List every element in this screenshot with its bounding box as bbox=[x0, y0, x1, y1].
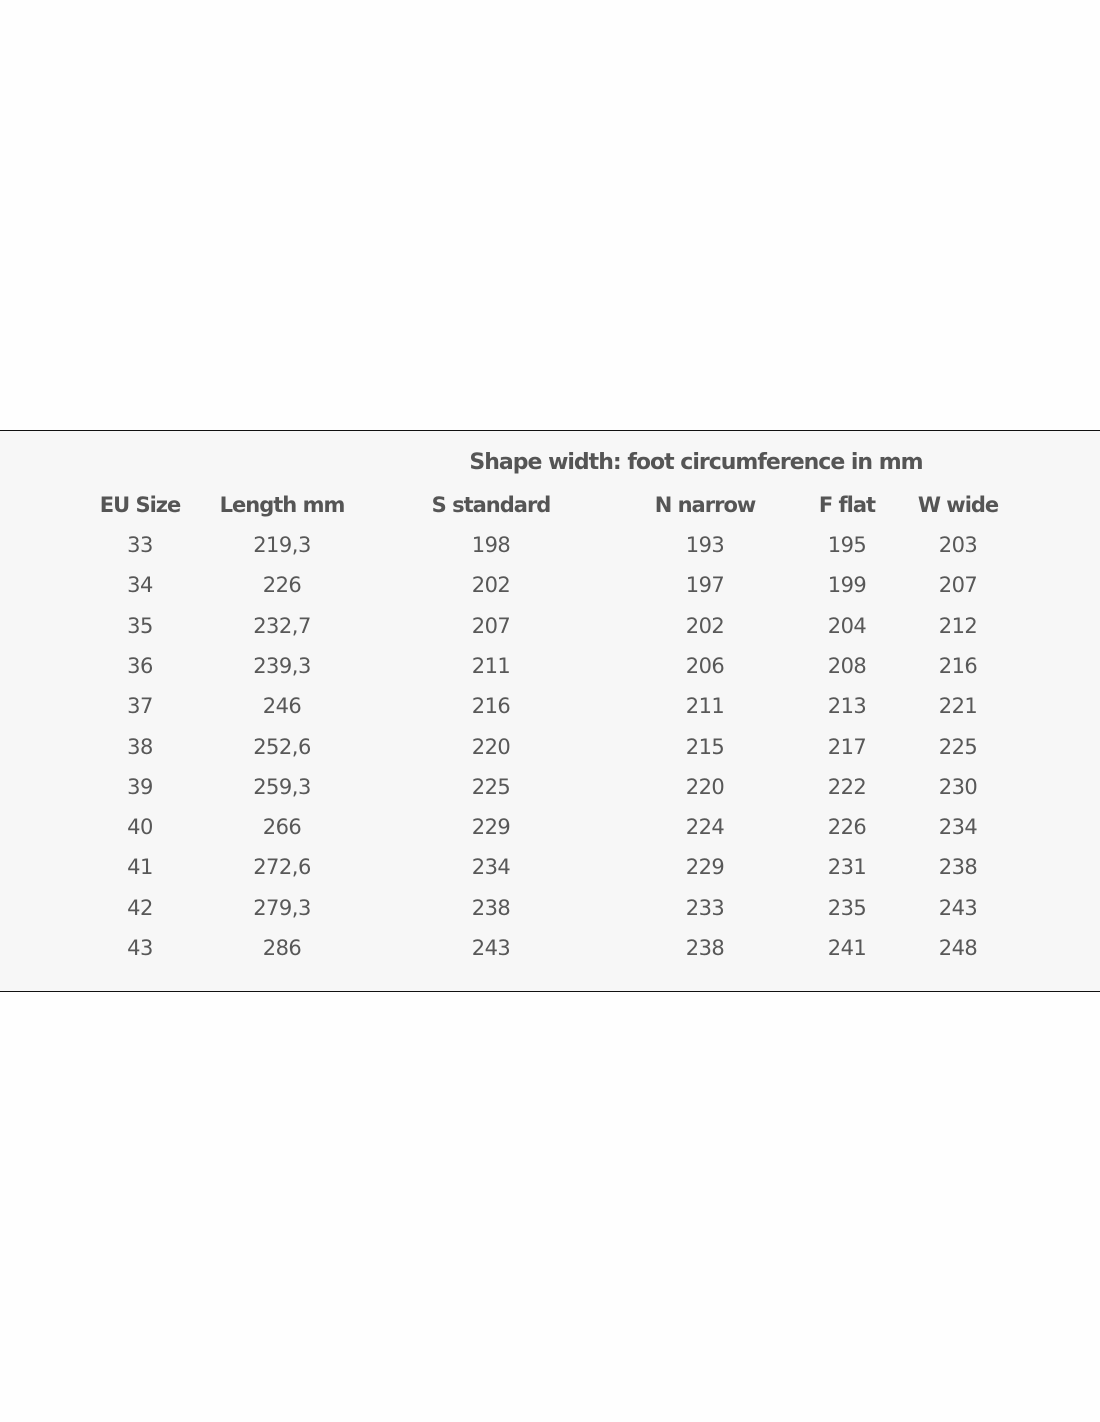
table-cell-s-standard: 225 bbox=[471, 774, 511, 799]
table-cell-f-flat: 195 bbox=[827, 533, 867, 557]
table-cell-length: 272,6 bbox=[253, 855, 311, 880]
table-cell-f-flat: 235 bbox=[827, 895, 867, 920]
table-cell-w-wide: 225 bbox=[938, 734, 978, 759]
table-cell-length: 239,3 bbox=[253, 653, 311, 678]
column-header-eu-size: EU Size bbox=[99, 493, 182, 517]
table-cell-n-narrow: 224 bbox=[685, 815, 725, 840]
group-header: Shape width: foot circumference in mm bbox=[469, 450, 923, 475]
table-cell-length: 266 bbox=[262, 815, 302, 840]
table-cell-eu-size: 38 bbox=[127, 734, 153, 759]
table-cell-length: 226 bbox=[262, 573, 302, 598]
table-cell-n-narrow: 215 bbox=[685, 734, 725, 759]
column-header-s-standard: S standard bbox=[431, 493, 552, 517]
table-cell-n-narrow: 220 bbox=[685, 774, 725, 799]
table-cell-eu-size: 35 bbox=[127, 613, 153, 638]
table-cell-s-standard: 229 bbox=[471, 815, 511, 840]
column-header-w-wide: W wide bbox=[917, 493, 999, 517]
table-cell-w-wide: 248 bbox=[938, 936, 978, 960]
table-cell-w-wide: 216 bbox=[938, 653, 978, 678]
table-cell-eu-size: 36 bbox=[127, 653, 153, 678]
table-cell-s-standard: 207 bbox=[471, 613, 511, 638]
table-cell-f-flat: 226 bbox=[827, 815, 867, 840]
table-cell-eu-size: 40 bbox=[127, 815, 153, 840]
table-cell-w-wide: 221 bbox=[938, 694, 978, 719]
table-cell-n-narrow: 238 bbox=[685, 936, 725, 960]
table-cell-w-wide: 238 bbox=[938, 855, 978, 880]
table-cell-s-standard: 216 bbox=[471, 694, 511, 719]
table-cell-f-flat: 199 bbox=[827, 573, 867, 598]
table-cell-w-wide: 203 bbox=[938, 533, 978, 557]
table-cell-length: 286 bbox=[262, 936, 302, 960]
table-cell-f-flat: 231 bbox=[827, 855, 867, 880]
table-cell-length: 279,3 bbox=[253, 895, 311, 920]
table-cell-eu-size: 33 bbox=[127, 533, 153, 557]
table-cell-eu-size: 41 bbox=[127, 855, 153, 880]
table-cell-w-wide: 234 bbox=[938, 815, 978, 840]
table-cell-s-standard: 234 bbox=[471, 855, 511, 880]
column-header-length: Length mm bbox=[219, 493, 346, 517]
column-header-n-narrow: N narrow bbox=[654, 493, 757, 517]
table-cell-s-standard: 243 bbox=[471, 936, 511, 960]
table-cell-length: 219,3 bbox=[253, 533, 311, 557]
table-cell-length: 246 bbox=[262, 694, 302, 719]
table-cell-eu-size: 34 bbox=[127, 573, 153, 598]
table-cell-w-wide: 212 bbox=[938, 613, 978, 638]
table-cell-s-standard: 211 bbox=[471, 653, 511, 678]
table-cell-n-narrow: 206 bbox=[685, 653, 725, 678]
table-cell-f-flat: 204 bbox=[827, 613, 867, 638]
table-cell-length: 252,6 bbox=[253, 734, 311, 759]
table-cell-f-flat: 217 bbox=[827, 734, 867, 759]
table-cell-f-flat: 241 bbox=[827, 936, 867, 960]
table-cell-length: 232,7 bbox=[253, 613, 311, 638]
table-cell-eu-size: 43 bbox=[127, 936, 153, 960]
table-cell-w-wide: 207 bbox=[938, 573, 978, 598]
table-cell-n-narrow: 202 bbox=[685, 613, 725, 638]
table-cell-n-narrow: 211 bbox=[685, 694, 725, 719]
table-cell-s-standard: 198 bbox=[471, 533, 511, 557]
table-cell-s-standard: 220 bbox=[471, 734, 511, 759]
table-cell-n-narrow: 197 bbox=[685, 573, 725, 598]
table-cell-f-flat: 208 bbox=[827, 653, 867, 678]
table-cell-eu-size: 39 bbox=[127, 774, 153, 799]
column-header-f-flat: F flat bbox=[818, 493, 876, 517]
table-cell-n-narrow: 193 bbox=[685, 533, 725, 557]
table-cell-eu-size: 37 bbox=[127, 694, 153, 719]
table-cell-s-standard: 238 bbox=[471, 895, 511, 920]
table-cell-w-wide: 243 bbox=[938, 895, 978, 920]
table-cell-f-flat: 213 bbox=[827, 694, 867, 719]
size-chart-table: Shape width: foot circumference in mm EU… bbox=[0, 430, 1100, 992]
table-cell-s-standard: 202 bbox=[471, 573, 511, 598]
table-cell-w-wide: 230 bbox=[938, 774, 978, 799]
table-cell-n-narrow: 229 bbox=[685, 855, 725, 880]
table-cell-n-narrow: 233 bbox=[685, 895, 725, 920]
table-cell-length: 259,3 bbox=[253, 774, 311, 799]
table-cell-eu-size: 42 bbox=[127, 895, 153, 920]
table-cell-f-flat: 222 bbox=[827, 774, 867, 799]
